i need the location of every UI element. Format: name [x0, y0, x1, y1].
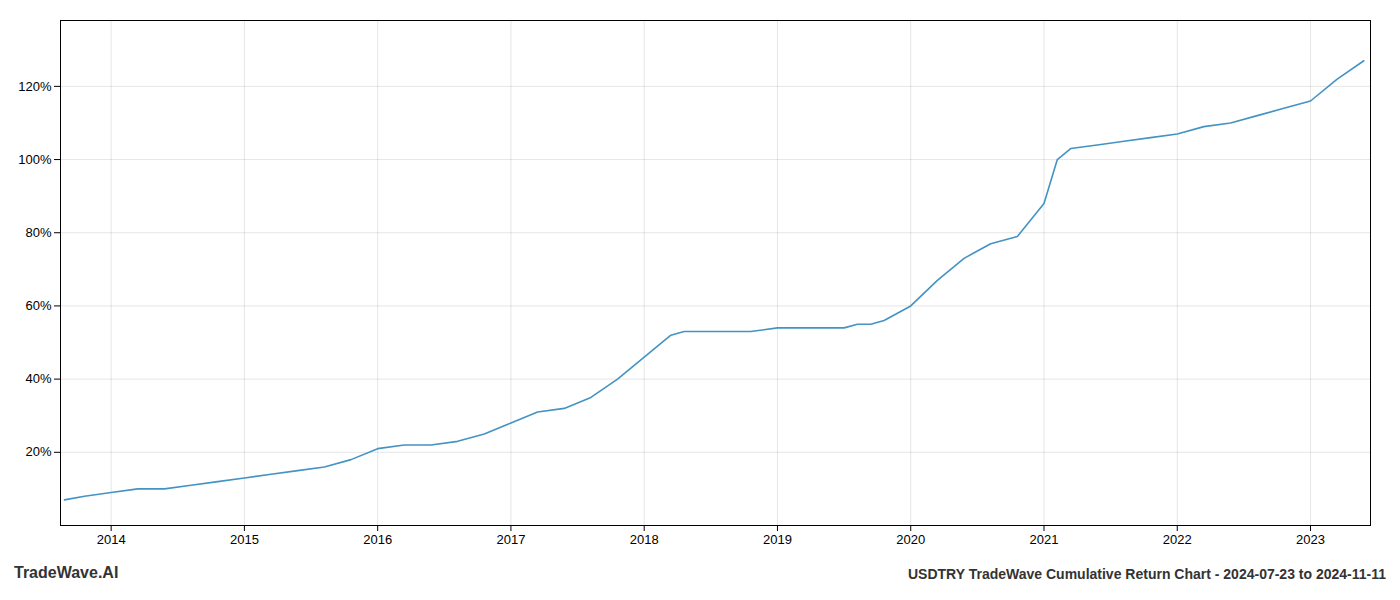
- svg-text:2023: 2023: [1296, 532, 1325, 547]
- svg-text:80%: 80%: [25, 225, 51, 240]
- svg-text:120%: 120%: [18, 79, 52, 94]
- svg-text:2018: 2018: [630, 532, 659, 547]
- svg-text:20%: 20%: [25, 444, 51, 459]
- html-text:TradeWave.AI: TradeWave.AI: [14, 564, 119, 581]
- svg-text:100%: 100%: [18, 152, 52, 167]
- svg-text:2015: 2015: [230, 532, 259, 547]
- svg-text:2022: 2022: [1163, 532, 1192, 547]
- svg-text:2019: 2019: [763, 532, 792, 547]
- svg-text:60%: 60%: [25, 298, 51, 313]
- svg-text:2014: 2014: [97, 532, 126, 547]
- svg-text:2020: 2020: [896, 532, 925, 547]
- html-text:USDTRY TradeWave Cumulative Re: USDTRY TradeWave Cumulative Return Chart…: [908, 566, 1386, 582]
- svg-text:2017: 2017: [496, 532, 525, 547]
- svg-text:40%: 40%: [25, 371, 51, 386]
- svg-text:2021: 2021: [1030, 532, 1059, 547]
- svg-text:2016: 2016: [363, 532, 392, 547]
